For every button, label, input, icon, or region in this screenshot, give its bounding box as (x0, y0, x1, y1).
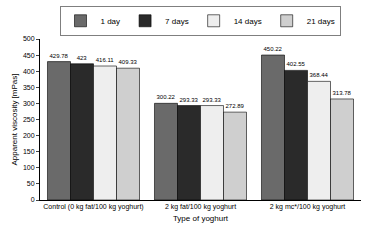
svg-text:402.55: 402.55 (286, 61, 305, 67)
svg-text:293.33: 293.33 (179, 97, 198, 103)
svg-text:7 days: 7 days (165, 17, 189, 26)
svg-text:2 kg mc*/100 kg yoghurt: 2 kg mc*/100 kg yoghurt (270, 203, 346, 211)
svg-text:200: 200 (23, 132, 35, 139)
svg-text:0: 0 (31, 196, 35, 203)
svg-text:313.78: 313.78 (333, 90, 352, 96)
svg-text:500: 500 (23, 35, 35, 42)
svg-text:429.78: 429.78 (49, 53, 68, 59)
svg-text:250: 250 (23, 116, 35, 123)
svg-text:368.44: 368.44 (309, 72, 328, 78)
svg-text:350: 350 (23, 84, 35, 91)
svg-text:300: 300 (23, 100, 35, 107)
svg-text:300.22: 300.22 (156, 94, 175, 100)
svg-text:450: 450 (23, 52, 35, 59)
svg-text:Apparent viscosity [mPas]: Apparent viscosity [mPas] (10, 73, 19, 165)
svg-text:21 days: 21 days (307, 17, 335, 26)
svg-text:100: 100 (23, 164, 35, 171)
svg-text:416.11: 416.11 (96, 57, 115, 63)
svg-text:Type of yoghurt: Type of yoghurt (173, 214, 229, 223)
svg-text:Control (0 kg fat/100 kg yoghu: Control (0 kg fat/100 kg yoghurt) (43, 203, 143, 211)
svg-text:400: 400 (23, 68, 35, 75)
svg-text:2 kg fat/100 kg yoghurt: 2 kg fat/100 kg yoghurt (165, 203, 236, 211)
svg-text:150: 150 (23, 148, 35, 155)
svg-text:423: 423 (77, 55, 88, 61)
svg-text:1 day: 1 day (101, 17, 121, 26)
svg-text:293.33: 293.33 (202, 97, 221, 103)
svg-text:409.33: 409.33 (119, 59, 138, 65)
svg-text:450.22: 450.22 (263, 46, 282, 52)
svg-text:272.89: 272.89 (226, 103, 245, 109)
svg-text:14 days: 14 days (234, 17, 262, 26)
svg-text:50: 50 (27, 180, 35, 187)
